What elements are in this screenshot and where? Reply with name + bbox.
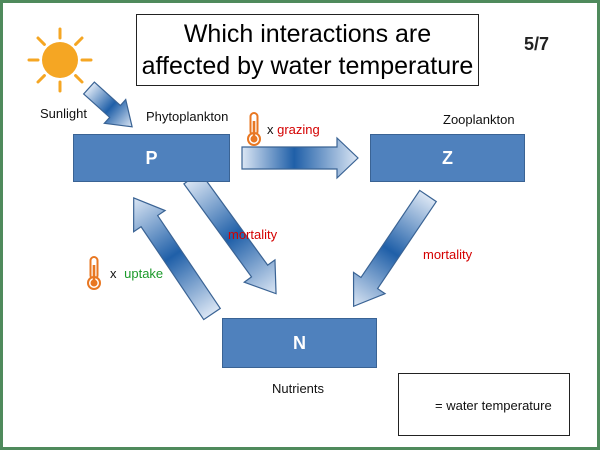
uptake-label: uptake: [124, 266, 164, 281]
node-z-letter: Z: [442, 147, 453, 168]
uptake-arrow: [133, 197, 222, 321]
page-indicator: 5/7: [524, 34, 550, 54]
thermometer-icon: [247, 112, 261, 146]
zooplankton-label: Zooplankton: [443, 112, 515, 127]
zoo-mortality-arrow: [352, 189, 438, 308]
title-text: Which interactions are affected by water…: [141, 20, 474, 80]
phytoplankton-label: Phytoplankton: [146, 109, 229, 124]
grazing-label: grazing: [277, 122, 320, 137]
phyto-mortality-arrow: [183, 171, 277, 295]
legend-text: = water temperature: [435, 398, 552, 413]
thermometer-icon: [87, 256, 101, 290]
page-title: Which interactions are affected by water…: [136, 14, 479, 86]
legend-box: = water temperature: [398, 373, 570, 436]
sun-icon: [27, 27, 93, 93]
node-p-letter: P: [145, 147, 158, 168]
nutrients-label: Nutrients: [272, 381, 325, 396]
grazing-annotation: x grazing: [267, 122, 320, 137]
sunlight-label: Sunlight: [40, 106, 87, 121]
grazing-arrow: [241, 136, 359, 180]
sunlight-arrow: [82, 81, 133, 128]
node-n-letter: N: [293, 332, 306, 353]
uptake-prefix: x: [110, 266, 117, 281]
zoo-mortality-label: mortality: [423, 247, 473, 262]
uptake-annotation: x uptake: [110, 266, 163, 281]
grazing-prefix: x: [267, 122, 274, 137]
node-zooplankton: Z: [370, 134, 525, 182]
phyto-mortality-label: mortality: [228, 227, 278, 242]
node-nutrients: N: [222, 318, 377, 368]
node-phytoplankton: P: [73, 134, 230, 182]
